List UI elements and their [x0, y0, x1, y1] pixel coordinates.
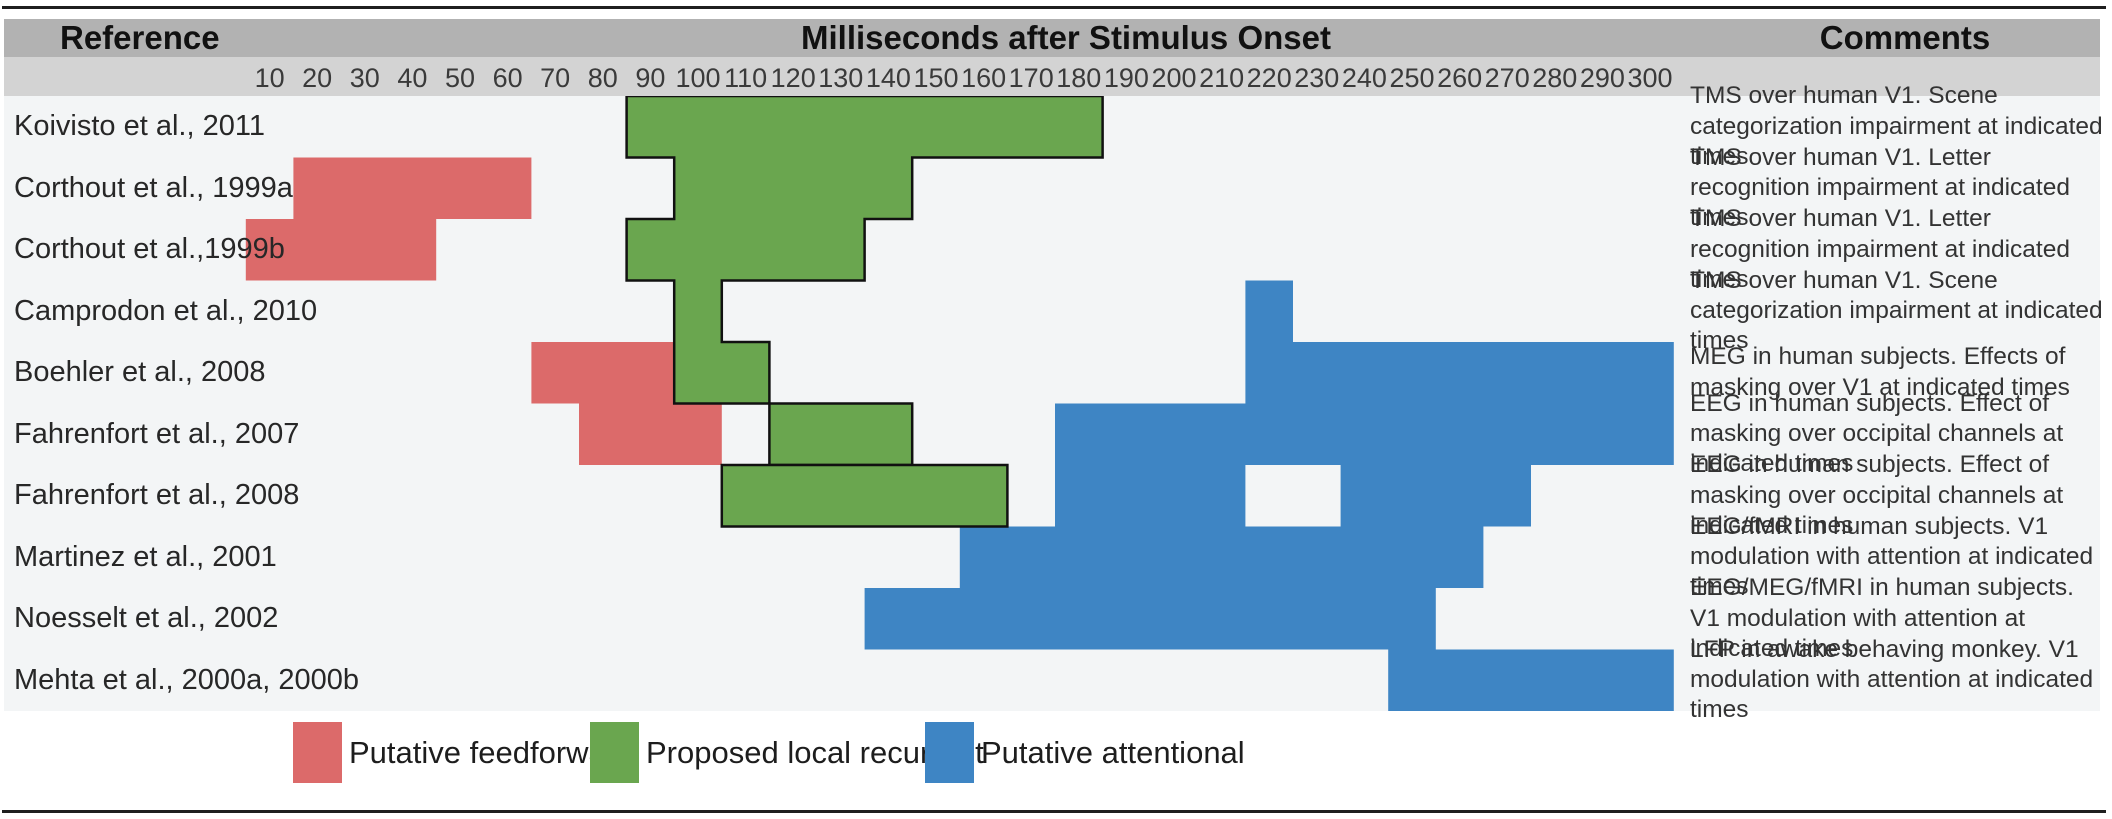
legend-swatch-recurrent — [590, 722, 639, 783]
bar-feedforward — [531, 342, 675, 404]
bar-attentional — [1245, 342, 1674, 404]
row-comment-text: TMS over human V1. Scene categorization … — [1690, 82, 2103, 170]
legend-swatch-attentional — [925, 722, 974, 783]
axis-tick-label: 150 — [913, 63, 959, 93]
axis-tick-label: 10 — [254, 63, 285, 93]
legend-swatch-feedforward — [293, 722, 342, 783]
axis-tick-label: 250 — [1389, 63, 1435, 93]
axis-tick-label: 50 — [444, 63, 476, 93]
row-comment-text: MEG in human subjects. Effects of maskin… — [1690, 343, 2070, 401]
row-comment-text: TMS over human V1. Letter recognition im… — [1690, 143, 2070, 232]
bar-attentional — [1245, 280, 1293, 342]
bar-recurrent — [720, 463, 1009, 528]
axis-tick-label: 180 — [1056, 63, 1102, 93]
header-comments-label: Comments — [1819, 19, 1991, 56]
axis-tick-label: 210 — [1199, 63, 1245, 93]
row-reference-label: Koivisto et al., 2011 — [14, 110, 265, 143]
axis-tick-label: 200 — [1151, 63, 1197, 93]
row-reference-label: Fahrenfort et al., 2007 — [14, 417, 300, 450]
axis-tick-label: 100 — [675, 63, 721, 93]
top-border-rule — [2, 6, 2106, 9]
legend-label-attentional: Putative attentional — [981, 734, 1245, 770]
row-reference-label: Fahrenfort et al., 2008 — [14, 479, 300, 512]
row-comment-text: TMS over human V1. Letter recognition im… — [1690, 205, 2070, 293]
bar-recurrent — [625, 96, 1104, 405]
header-reference-label: Reference — [60, 19, 220, 56]
axis-tick-label: 300 — [1627, 63, 1673, 93]
axis-tick-label: 40 — [397, 63, 428, 93]
axis-tick-label: 20 — [302, 63, 333, 93]
axis-tick-label: 70 — [540, 63, 571, 93]
row-comment-text: EEG/fMRI in human subjects. V1 modulatio… — [1690, 512, 2094, 601]
legend-label-recurrent: Proposed local recurrent — [646, 734, 984, 770]
row-comment-text: TMS over human V1. Scene categorization … — [1690, 266, 2103, 355]
axis-tick-label: 270 — [1484, 63, 1530, 93]
row-comment-text: LFP in awake behaving monkey. V1 modulat… — [1690, 635, 2094, 724]
row-reference-label: Camprodon et al., 2010 — [14, 294, 318, 327]
row-reference-label: Martinez et al., 2001 — [14, 540, 277, 573]
legend-label-feedforward: Putative feedforward — [349, 734, 634, 770]
chart-area: Koivisto et al., 2011 Corthout et al., 19… — [4, 82, 2103, 723]
bar-attentional — [1388, 649, 1674, 711]
bar-attentional — [1340, 465, 1531, 527]
row-reference-label: Mehta et al., 2000a, 2000b — [14, 663, 360, 696]
axis-tick-label: 160 — [961, 63, 1007, 93]
bar-attentional — [959, 526, 1484, 588]
axis-tick-label: 120 — [770, 63, 816, 93]
bar-attentional — [864, 588, 1436, 650]
axis-tick-label: 190 — [1103, 63, 1149, 93]
axis-tick-band: 10 20 30 40 50 60 70 80 90 100 110 120 130 140 150 160 1… — [4, 57, 2100, 96]
header-timeline-title: Milliseconds after Stimulus Onset — [801, 19, 1331, 56]
row-reference-label: Boehler et al., 2008 — [14, 356, 266, 389]
axis-tick-label: 220 — [1246, 63, 1292, 93]
header-band: Reference Milliseconds after Stimulus On… — [4, 19, 2100, 57]
axis-tick-label: 290 — [1579, 63, 1625, 93]
axis-tick-label: 80 — [587, 63, 618, 93]
bar-feedforward — [293, 157, 532, 219]
bar-recurrent — [768, 402, 914, 467]
axis-tick-label: 170 — [1008, 63, 1054, 93]
axis-tick-label: 240 — [1341, 63, 1387, 93]
axis-tick-label: 280 — [1532, 63, 1578, 93]
axis-tick-label: 60 — [492, 63, 523, 93]
row-reference-label: Corthout et al., 1999a — [14, 171, 293, 204]
bar-feedforward — [245, 219, 437, 281]
axis-tick-label: 230 — [1294, 63, 1340, 93]
row-reference-label: Corthout et al.,1999b — [14, 233, 285, 266]
axis-tick-label: 30 — [349, 63, 380, 93]
axis-tick-label: 110 — [724, 63, 768, 93]
axis-tick-label: 130 — [818, 63, 864, 93]
axis-tick-label: 90 — [635, 63, 666, 93]
bar-feedforward — [579, 403, 722, 465]
bar-attentional — [1055, 465, 1246, 527]
bottom-border-rule — [2, 810, 2106, 813]
bar-attentional — [1055, 403, 1674, 465]
interval-bars-canvas — [245, 96, 1674, 711]
axis-tick-label: 260 — [1437, 63, 1483, 93]
row-comment-text: EEG/MEG/fMRI in human subjects. V1 modul… — [1690, 574, 2074, 662]
row-reference-label: Noesselt et al., 2002 — [14, 602, 279, 635]
axis-tick-label: 140 — [865, 63, 911, 93]
